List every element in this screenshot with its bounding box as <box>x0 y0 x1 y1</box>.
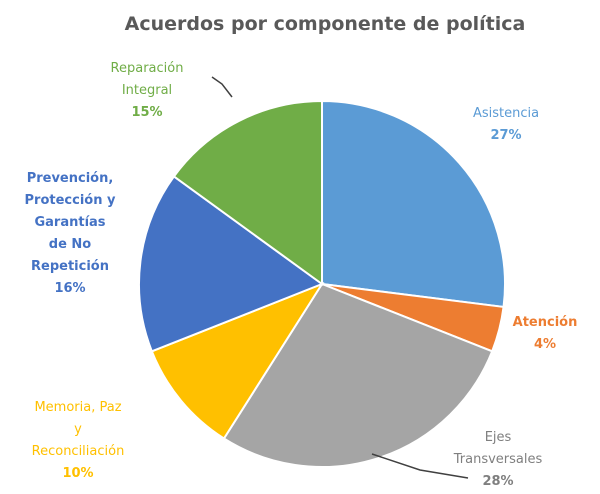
slice-category-label: Reconciliación <box>32 444 125 459</box>
leader-lines <box>211 76 469 479</box>
slice-value-label: 28% <box>482 474 513 489</box>
slice-label-reparación-integral: Reparación Integral 15% <box>111 61 184 120</box>
slice-label-asistencia: Asistencia 27% <box>473 106 539 143</box>
slice-label-ejes-transversales: Ejes Transversales 28% <box>453 430 543 489</box>
pie-slice-ejes-transversales <box>222 282 494 468</box>
chart-title: Acuerdos por componente de política <box>125 13 526 35</box>
slice-category-label: Atención <box>513 315 578 330</box>
slice-labels: Asistencia 27% Atención 4% Ejes Transversales… <box>25 61 578 489</box>
pie-slice-prevención-protección-y-garantías-de-no-repetición <box>138 175 325 353</box>
slice-category-label: Transversales <box>453 452 543 467</box>
slice-category-label: Integral <box>122 83 172 98</box>
slice-category-label: Ejes <box>485 430 512 445</box>
slice-category-label: Protección y <box>25 193 116 208</box>
leader-line-ejes-transversales <box>371 453 469 479</box>
slice-category-label: Repetición <box>31 259 109 274</box>
slice-category-label: Prevención, <box>27 171 114 186</box>
pie-slice-asistencia <box>321 99 506 309</box>
slice-label-prevención-protección-y-garantías-de-no-repetición: Prevención, Protección y Garantías de No Rep… <box>25 171 116 296</box>
slice-value-label: 10% <box>62 466 93 481</box>
slice-category-label: Reparación <box>111 61 184 76</box>
pie-slice-reparación-integral <box>172 99 323 286</box>
slice-label-memoria-paz-y-reconciliación: Memoria, Paz y Reconciliación 10% <box>32 400 125 481</box>
slice-value-label: 27% <box>490 128 521 143</box>
slice-category-label: Asistencia <box>473 106 539 121</box>
pie-slice-memoria-paz-y-reconciliación <box>150 281 325 440</box>
slice-category-label: Garantías <box>34 215 105 230</box>
leader-line-reparación-integral <box>211 76 233 98</box>
slice-category-label: y <box>74 422 82 437</box>
slice-value-label: 15% <box>131 105 162 120</box>
slice-value-label: 16% <box>54 281 85 296</box>
slice-label-atención: Atención 4% <box>513 315 578 352</box>
pie-slices <box>138 99 506 468</box>
slice-category-label: de No <box>49 237 92 252</box>
slice-value-label: 4% <box>534 337 556 352</box>
slice-category-label: Memoria, Paz <box>34 400 121 415</box>
